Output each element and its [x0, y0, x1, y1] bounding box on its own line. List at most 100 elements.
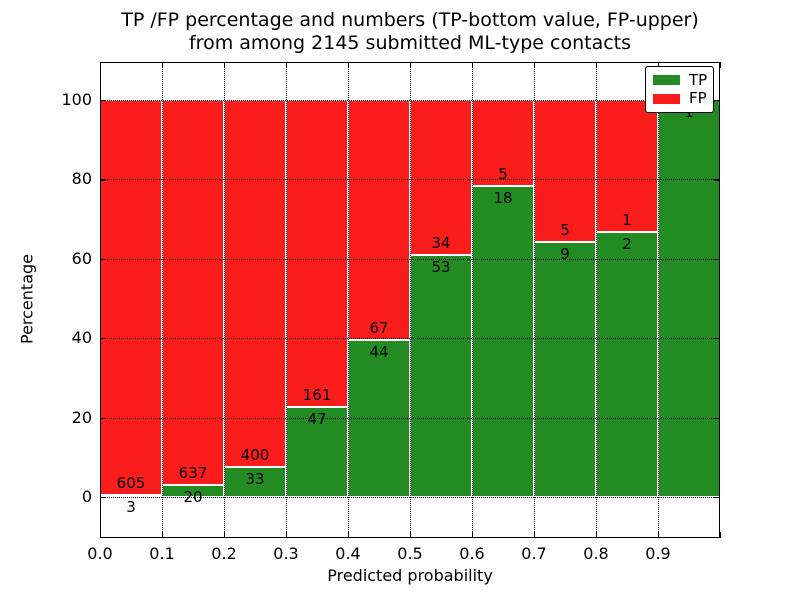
x-gridline [162, 62, 163, 538]
fp-bar-segment [472, 100, 534, 187]
x-tick-label: 0.8 [583, 544, 609, 563]
x-tick-mark [100, 532, 102, 538]
fp-bar-segment [162, 100, 224, 485]
x-gridline [410, 62, 411, 538]
x-tick-label: 0.2 [211, 544, 237, 563]
x-tick-mark-top [162, 62, 164, 68]
y-tick-mark-right [714, 338, 720, 340]
fp-count-label: 67 [369, 318, 389, 337]
tp-count-label: 53 [431, 258, 451, 277]
x-tick-mark [162, 532, 164, 538]
y-tick-mark [100, 179, 106, 181]
y-gridline [100, 417, 720, 419]
legend-entry-fp: FP [646, 91, 713, 106]
fp-bar-segment [286, 100, 348, 408]
y-gridline [100, 100, 720, 101]
x-tick-mark-top [534, 62, 536, 68]
x-gridline [658, 62, 659, 538]
fp-count-label: 605 [116, 474, 146, 493]
x-gridline [472, 62, 473, 538]
fp-count-label: 1 [622, 211, 632, 230]
x-tick-mark [472, 532, 474, 538]
x-tick-mark-top [348, 62, 350, 68]
y-gridline [100, 179, 720, 181]
y-tick-label: 0 [81, 487, 92, 506]
legend-swatch-fp [653, 93, 680, 104]
y-gridline [100, 497, 720, 498]
x-tick-mark-top [472, 62, 474, 68]
x-tick-label: 0.9 [645, 544, 671, 563]
x-tick-label: 0.6 [459, 544, 485, 563]
fp-bar-segment [100, 100, 162, 496]
x-tick-mark-top [720, 62, 722, 68]
chart-title: TP /FP percentage and numbers (TP-bottom… [121, 9, 699, 55]
x-tick-mark [658, 532, 660, 538]
y-tick-mark-right [714, 258, 720, 260]
chart-title-line1: TP /FP percentage and numbers (TP-bottom… [121, 9, 699, 31]
y-tick-mark-right [714, 497, 720, 499]
chart-title-line2: from among 2145 submitted ML-type contac… [188, 32, 632, 54]
fp-count-label: 637 [178, 463, 208, 482]
legend-label: TP [689, 70, 708, 89]
fp-bar-segment [348, 100, 410, 340]
tp-count-label: 44 [369, 342, 389, 361]
x-tick-mark [348, 532, 350, 538]
y-gridline [100, 258, 720, 260]
tp-count-label: 20 [183, 487, 203, 506]
tp-bar-segment [472, 186, 534, 497]
x-tick-mark [596, 532, 598, 538]
y-tick-label: 20 [71, 407, 92, 427]
x-gridline [286, 62, 287, 538]
x-tick-mark-top [410, 62, 412, 68]
y-tick-mark [100, 100, 106, 102]
x-tick-mark-top [596, 62, 598, 68]
tp-count-label: 2 [622, 235, 632, 254]
tp-count-label: 18 [493, 189, 513, 208]
y-tick-mark-right [714, 179, 720, 181]
tp-count-label: 3 [126, 498, 136, 517]
legend-swatch-tp [653, 75, 680, 86]
fp-count-label: 161 [302, 386, 332, 405]
legend-label: FP [689, 89, 707, 108]
x-tick-mark-top [286, 62, 288, 68]
y-tick-mark-right [714, 100, 720, 102]
y-tick-mark [100, 497, 106, 499]
tp-bar-segment [534, 241, 596, 497]
x-axis-label: Predicted probability [327, 566, 493, 585]
y-tick-label: 60 [71, 248, 92, 268]
tp-count-label: 47 [307, 410, 327, 429]
tp-count-label: 33 [245, 469, 265, 488]
tp-count-label: 9 [560, 244, 570, 263]
x-tick-mark [410, 532, 412, 538]
legend-box: TP FP [645, 66, 714, 113]
tp-bar-segment [410, 255, 472, 497]
x-tick-mark [720, 532, 722, 538]
x-tick-label: 0.3 [273, 544, 299, 563]
x-gridline [224, 62, 225, 538]
y-tick-label: 100 [61, 90, 92, 109]
fp-count-label: 34 [431, 234, 451, 253]
y-tick-mark [100, 338, 106, 340]
x-tick-mark-top [658, 62, 660, 68]
x-gridline [348, 62, 349, 538]
x-tick-label: 0.4 [335, 544, 361, 563]
y-tick-mark [100, 417, 106, 419]
fp-bar-segment [410, 100, 472, 256]
legend-entry-tp: TP [646, 70, 713, 89]
tp-bar-segment [658, 100, 720, 497]
fp-count-label: 5 [560, 220, 570, 239]
y-tick-mark [100, 258, 106, 260]
x-tick-mark [224, 532, 226, 538]
x-gridline [596, 62, 597, 538]
x-tick-label: 0.7 [521, 544, 547, 563]
fp-count-label: 400 [240, 445, 270, 464]
y-gridline [100, 338, 720, 340]
plot-area: 605363720400331614767443453518591201 TPF… [100, 62, 722, 538]
fp-bar-segment [596, 100, 658, 233]
fp-count-label: 5 [498, 165, 508, 184]
y-tick-mark-right [714, 417, 720, 419]
x-tick-label: 0.0 [87, 544, 113, 563]
x-tick-label: 0.1 [149, 544, 175, 563]
x-tick-mark-top [100, 62, 102, 68]
